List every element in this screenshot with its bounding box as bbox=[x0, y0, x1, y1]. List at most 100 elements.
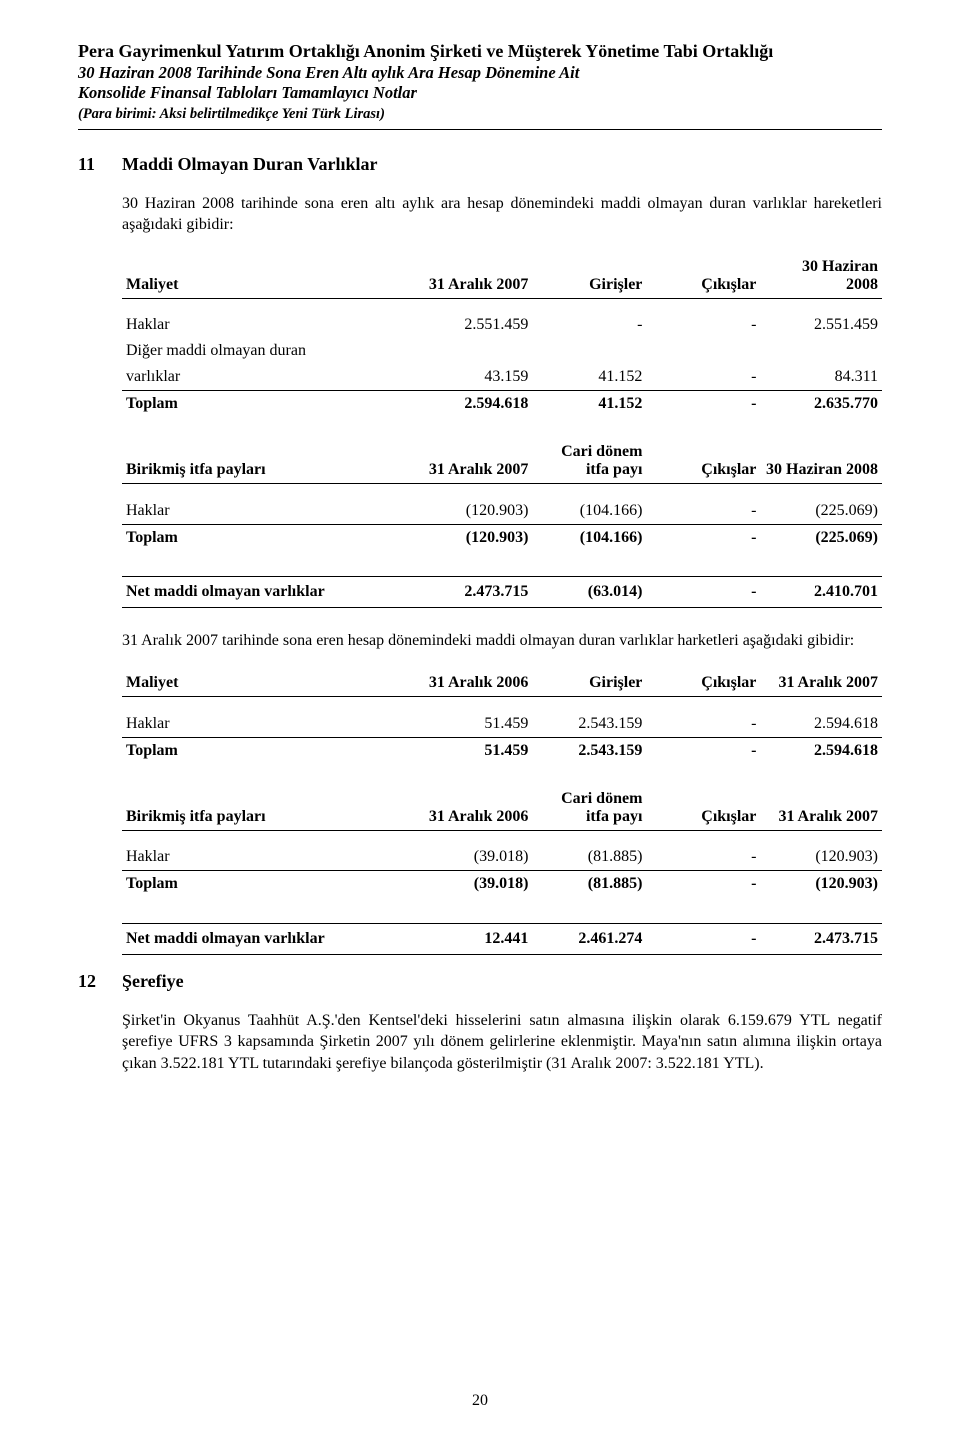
cell: - bbox=[532, 312, 646, 338]
acc-table-2007: Birikmiş itfa payları 31 Aralık 2006 Car… bbox=[122, 786, 882, 955]
cell: (120.903) bbox=[411, 524, 533, 551]
cost-table-2008: Maliyet 31 Aralık 2007 Girişler Çıkışlar… bbox=[122, 254, 882, 418]
col-header-line2: 2008 bbox=[846, 276, 878, 293]
section-number: 12 bbox=[78, 971, 106, 992]
row-label: Toplam bbox=[122, 737, 411, 764]
section-number: 11 bbox=[78, 154, 106, 175]
cell: 43.159 bbox=[411, 364, 533, 391]
table-row: Haklar 2.551.459 - - 2.551.459 bbox=[122, 312, 882, 338]
row-label: Net maddi olmayan varlıklar bbox=[122, 923, 411, 954]
cell: (225.069) bbox=[760, 524, 882, 551]
cell: 2.410.701 bbox=[760, 577, 882, 608]
total-row: Toplam 2.594.618 41.152 - 2.635.770 bbox=[122, 391, 882, 418]
total-row: Toplam 51.459 2.543.159 - 2.594.618 bbox=[122, 737, 882, 764]
cell: 12.441 bbox=[411, 923, 533, 954]
header-period: 30 Haziran 2008 Tarihinde Sona Eren Altı… bbox=[78, 63, 882, 84]
cell: - bbox=[646, 871, 760, 898]
document-page: Pera Gayrimenkul Yatırım Ortaklığı Anoni… bbox=[0, 0, 960, 1436]
cell: - bbox=[646, 524, 760, 551]
cell: (63.014) bbox=[532, 577, 646, 608]
cell: (81.885) bbox=[532, 844, 646, 871]
cell: 2.594.618 bbox=[760, 711, 882, 738]
col-header: Birikmiş itfa payları bbox=[122, 786, 411, 831]
col-header: Cari dönem itfa payı bbox=[532, 786, 646, 831]
cell: - bbox=[646, 737, 760, 764]
cell: 41.152 bbox=[532, 391, 646, 418]
cell: - bbox=[646, 364, 760, 391]
row-label: Haklar bbox=[122, 498, 411, 525]
cost-table-2007: Maliyet 31 Aralık 2006 Girişler Çıkışlar… bbox=[122, 670, 882, 764]
section-12-heading: 12 Şerefiye bbox=[78, 971, 882, 992]
table-header-row: Maliyet 31 Aralık 2007 Girişler Çıkışlar… bbox=[122, 254, 882, 299]
cell: 51.459 bbox=[411, 737, 533, 764]
header-company: Pera Gayrimenkul Yatırım Ortaklığı Anoni… bbox=[78, 40, 882, 63]
table-header-row: Birikmiş itfa payları 31 Aralık 2007 Car… bbox=[122, 439, 882, 484]
col-header: Birikmiş itfa payları bbox=[122, 439, 411, 484]
section-11-heading: 11 Maddi Olmayan Duran Varlıklar bbox=[78, 154, 882, 175]
cell: (104.166) bbox=[532, 524, 646, 551]
col-header: Maliyet bbox=[122, 254, 411, 299]
table-header-row: Birikmiş itfa payları 31 Aralık 2006 Car… bbox=[122, 786, 882, 831]
cell: - bbox=[646, 577, 760, 608]
section-11-body: 30 Haziran 2008 tarihinde sona eren altı… bbox=[122, 193, 882, 955]
col-header: Cari dönem itfa payı bbox=[532, 439, 646, 484]
header-notes: Konsolide Finansal Tabloları Tamamlayıcı… bbox=[78, 83, 882, 104]
total-row: Toplam (39.018) (81.885) - (120.903) bbox=[122, 871, 882, 898]
table-row: Haklar (39.018) (81.885) - (120.903) bbox=[122, 844, 882, 871]
cell: - bbox=[646, 844, 760, 871]
col-header: 31 Aralık 2007 bbox=[411, 439, 533, 484]
col-header-line1: Cari dönem bbox=[561, 443, 642, 460]
cell: 2.473.715 bbox=[760, 923, 882, 954]
header-rule bbox=[78, 129, 882, 130]
cell: - bbox=[646, 923, 760, 954]
cell: 2.461.274 bbox=[532, 923, 646, 954]
cell: 2.543.159 bbox=[532, 737, 646, 764]
cell: 2.551.459 bbox=[411, 312, 533, 338]
row-label: Toplam bbox=[122, 524, 411, 551]
cell: 2.594.618 bbox=[411, 391, 533, 418]
table-header-row: Maliyet 31 Aralık 2006 Girişler Çıkışlar… bbox=[122, 670, 882, 697]
table-row: varlıklar 43.159 41.152 - 84.311 bbox=[122, 364, 882, 391]
cell: 84.311 bbox=[760, 364, 882, 391]
section-12-body: Şirket'in Okyanus Taahhüt A.Ş.'den Kents… bbox=[122, 1010, 882, 1075]
cell: (120.903) bbox=[760, 871, 882, 898]
cell: 2.551.459 bbox=[760, 312, 882, 338]
cell: 2.473.715 bbox=[411, 577, 533, 608]
col-header: 30 Haziran 2008 bbox=[760, 254, 882, 299]
section-title: Şerefiye bbox=[122, 971, 184, 992]
row-label: Net maddi olmayan varlıklar bbox=[122, 577, 411, 608]
cell: (120.903) bbox=[760, 844, 882, 871]
col-header-line2: itfa payı bbox=[586, 461, 642, 478]
section-title: Maddi Olmayan Duran Varlıklar bbox=[122, 154, 378, 175]
col-header-line1: 30 Haziran bbox=[802, 258, 878, 275]
cell: (225.069) bbox=[760, 498, 882, 525]
acc-table-2008: Birikmiş itfa payları 31 Aralık 2007 Car… bbox=[122, 439, 882, 608]
col-header: 31 Aralık 2006 bbox=[411, 670, 533, 697]
row-label: varlıklar bbox=[122, 364, 411, 391]
cell: (104.166) bbox=[532, 498, 646, 525]
cell: (120.903) bbox=[411, 498, 533, 525]
row-label: Haklar bbox=[122, 312, 411, 338]
row-label: Haklar bbox=[122, 711, 411, 738]
col-header: 31 Aralık 2007 bbox=[411, 254, 533, 299]
cell: 2.635.770 bbox=[760, 391, 882, 418]
cell: 41.152 bbox=[532, 364, 646, 391]
cell: - bbox=[646, 391, 760, 418]
total-row: Toplam (120.903) (104.166) - (225.069) bbox=[122, 524, 882, 551]
col-header: Maliyet bbox=[122, 670, 411, 697]
cell: 2.594.618 bbox=[760, 737, 882, 764]
cell: - bbox=[646, 711, 760, 738]
col-header: Çıkışlar bbox=[646, 254, 760, 299]
row-label: Toplam bbox=[122, 391, 411, 418]
intro-para-1: 30 Haziran 2008 tarihinde sona eren altı… bbox=[122, 193, 882, 236]
cell: (39.018) bbox=[411, 871, 533, 898]
net-row: Net maddi olmayan varlıklar 2.473.715 (6… bbox=[122, 577, 882, 608]
cell: 51.459 bbox=[411, 711, 533, 738]
cell: - bbox=[646, 498, 760, 525]
net-row: Net maddi olmayan varlıklar 12.441 2.461… bbox=[122, 923, 882, 954]
row-label: Toplam bbox=[122, 871, 411, 898]
row-label: Diğer maddi olmayan duran bbox=[122, 338, 411, 364]
header-unit: (Para birimi: Aksi belirtilmedikçe Yeni … bbox=[78, 106, 882, 123]
cell: - bbox=[646, 312, 760, 338]
col-header: Girişler bbox=[532, 670, 646, 697]
